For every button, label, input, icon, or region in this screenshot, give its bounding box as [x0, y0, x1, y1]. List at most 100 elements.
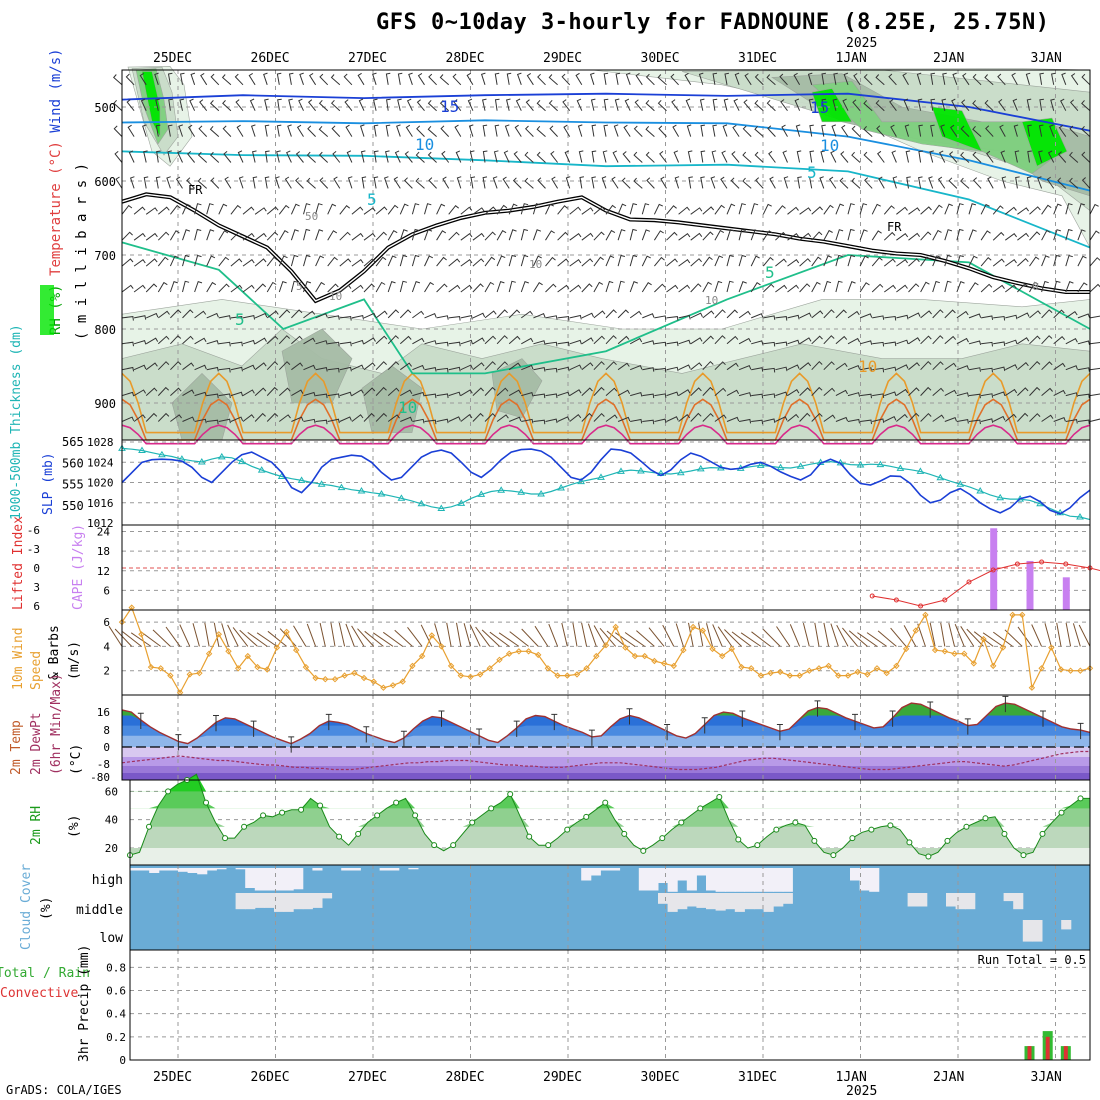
wind-barb: [177, 150, 183, 163]
wind-barb: [617, 335, 630, 345]
wind-barb: [851, 125, 861, 137]
wind-barb: [630, 418, 643, 424]
thickness-point: [497, 486, 506, 493]
wind-barb: [1077, 393, 1090, 399]
wind-barb: [339, 284, 352, 293]
wind-barb: [710, 176, 716, 189]
wind-barb: [236, 124, 244, 137]
wind-barb: [808, 98, 814, 111]
wind-barb: [875, 99, 885, 112]
wind-barb: [533, 419, 546, 425]
wind-barb: [795, 124, 801, 137]
temp2m-ylabel-1: 2m DewPt: [29, 712, 44, 775]
wind-barb: [685, 98, 692, 111]
cloud-cell-low: [1032, 920, 1043, 942]
wind-barb: [533, 367, 546, 372]
thickness-point: [776, 463, 785, 471]
wind-barb: [875, 74, 885, 86]
wind-barb: [242, 364, 256, 371]
wind-barb: [956, 254, 964, 267]
wind-barb: [385, 72, 391, 85]
thickness-point: [1076, 513, 1084, 520]
wind-barb: [351, 389, 364, 397]
wind-barb: [629, 281, 638, 293]
cloud-cell-high: [264, 868, 275, 891]
wind-barb: [424, 313, 437, 319]
rh2m-tick-20: 20: [105, 842, 118, 855]
wind-barb: [750, 229, 759, 241]
wind-barb: [920, 310, 932, 319]
wind-barb: [278, 230, 289, 241]
temp-area-band-2: [122, 735, 1090, 747]
wind-barb: [1041, 309, 1053, 319]
wind-barb: [932, 361, 944, 371]
wind-barb: [303, 418, 316, 424]
wind-barb: [1068, 177, 1079, 189]
wind-barb: [775, 316, 788, 321]
wind10-speed-point: [283, 628, 290, 636]
wind-barb: [182, 254, 190, 267]
cloud-cell-high: [197, 868, 208, 875]
wind-barb: [871, 256, 883, 267]
wind-barb: [548, 99, 558, 112]
wind-barb: [835, 389, 848, 397]
wind-barb: [823, 387, 836, 396]
wind-barb: [605, 280, 614, 293]
wind-barb: [167, 72, 173, 85]
wind-barb: [968, 367, 981, 372]
lifted-index-point: [1039, 559, 1045, 565]
wind-barb: [579, 176, 584, 189]
wind-barb: [230, 258, 243, 267]
wind-barb: [416, 125, 425, 137]
cloud-cell-high: [590, 868, 601, 876]
wind-barb: [557, 284, 570, 293]
wind-barb: [859, 313, 873, 319]
wind10-barb: [648, 627, 665, 647]
cloud-cell-middle: [1003, 893, 1014, 902]
wind10-barb: [122, 631, 142, 647]
wind-barb: [930, 124, 935, 137]
wind-barb: [330, 74, 341, 86]
wind-barb: [859, 255, 869, 267]
wind-barb: [920, 335, 932, 345]
wind-barb: [496, 230, 507, 241]
thickness-point: [337, 483, 346, 491]
cloud-cell-high: [293, 868, 304, 890]
contour-label-17: 0: [1032, 280, 1039, 293]
wind-barb: [1065, 228, 1073, 241]
wind-barb: [387, 230, 398, 241]
wind-barb: [751, 340, 764, 345]
wind-barb: [877, 150, 885, 163]
wind-barb: [291, 335, 303, 345]
wind-barb: [279, 414, 291, 422]
cloud-cell-middle: [754, 893, 765, 910]
thickness-point: [876, 460, 885, 468]
wind-barb: [641, 255, 651, 267]
wind-barb: [1004, 413, 1017, 422]
wind-barb: [906, 176, 911, 189]
wind-barb: [156, 150, 161, 163]
wind-barb: [1041, 387, 1053, 396]
wind-barb: [1029, 256, 1040, 267]
wind-barb: [678, 284, 691, 293]
wind-barb: [291, 416, 304, 422]
wind-barb: [678, 206, 690, 215]
wind10-speed-point: [776, 668, 784, 676]
thickness-point: [856, 461, 865, 468]
wind-barb: [666, 341, 679, 347]
wind-barb: [1029, 413, 1041, 422]
wind-barb: [641, 282, 652, 293]
bottom-date-25DEC: 25DEC: [153, 1070, 192, 1085]
wind-barb: [581, 207, 594, 215]
wind10-speed-point: [244, 652, 252, 660]
wind-barb: [642, 393, 655, 399]
rh2m-point: [925, 853, 932, 860]
cloud-cell-middle: [283, 893, 294, 912]
wind-barb: [593, 310, 606, 319]
thickness-tick-555: 555: [62, 478, 84, 492]
wind-barb: [472, 207, 485, 215]
thickness-point: [796, 462, 805, 469]
temp-minmax-bar: [551, 713, 558, 731]
wind-barb: [252, 176, 258, 189]
wind-barb: [1049, 124, 1055, 137]
